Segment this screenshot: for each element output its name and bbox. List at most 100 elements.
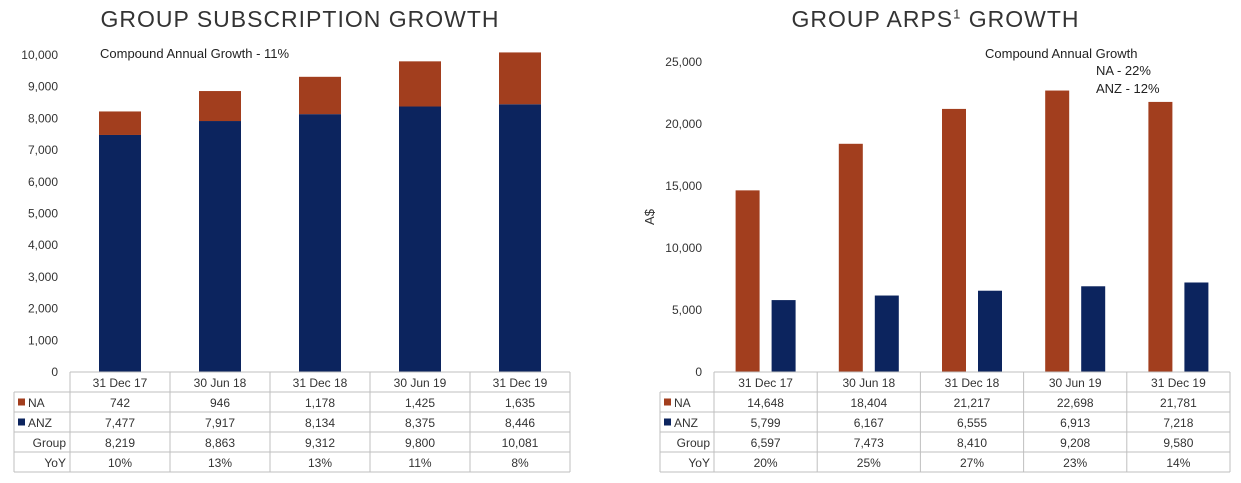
table-cell: 9,208 xyxy=(1060,436,1090,450)
y-tick-label: 10,000 xyxy=(665,241,702,255)
bar-na xyxy=(942,108,966,372)
bar-na xyxy=(838,143,863,372)
table-cell: 8,134 xyxy=(305,416,335,430)
y-axis-label: A$ xyxy=(642,208,657,225)
y-tick-label: 0 xyxy=(51,365,58,379)
arps-chart-panel: GROUP ARPS1 GROWTH 0 5,000 10,000 15,000 20,… xyxy=(630,0,1241,483)
bar-anz xyxy=(299,114,341,373)
y-tick-label: 2,000 xyxy=(28,302,58,316)
table-cell: 13% xyxy=(308,456,332,470)
arps-title-text: GROUP ARPS xyxy=(791,6,954,32)
table-cell: 5,799 xyxy=(751,416,781,430)
category-label: 30 Jun 19 xyxy=(1049,376,1102,390)
table-cell: 8,863 xyxy=(205,436,235,450)
y-tick-label: 20,000 xyxy=(665,117,702,131)
table-cell: 9,580 xyxy=(1163,436,1193,450)
category-label: 31 Dec 19 xyxy=(493,376,548,390)
table-cell: 10% xyxy=(108,456,132,470)
legend-marker xyxy=(18,398,25,406)
table-cell: 1,635 xyxy=(505,396,535,410)
bar-anz xyxy=(199,121,241,372)
category-label: 30 Jun 19 xyxy=(394,376,447,390)
growth-annotation: ANZ - 12% xyxy=(1096,81,1160,96)
table-cell: 1,425 xyxy=(405,396,435,410)
category-label: 31 Dec 18 xyxy=(945,376,1000,390)
table-cell: 21,781 xyxy=(1160,396,1197,410)
table-cell: 7,473 xyxy=(854,436,884,450)
bar-anz xyxy=(399,106,441,372)
arps-title-suffix: GROWTH xyxy=(961,6,1080,32)
y-tick-label: 6,000 xyxy=(28,175,58,189)
bar-na xyxy=(1148,101,1173,373)
row-label: NA xyxy=(28,396,45,410)
table-cell: 6,555 xyxy=(957,416,987,430)
category-label: 31 Dec 18 xyxy=(293,376,348,390)
bar-na xyxy=(199,91,241,122)
table-cell: 7,917 xyxy=(205,416,235,430)
table-cell: 21,217 xyxy=(954,396,991,410)
table-cell: 27% xyxy=(960,456,984,470)
table-cell: 8,446 xyxy=(505,416,535,430)
y-tick-label: 1,000 xyxy=(28,333,58,347)
y-tick-label: 0 xyxy=(695,365,702,379)
legend-marker xyxy=(664,398,671,406)
y-tick-label: 8,000 xyxy=(28,111,58,125)
bar-anz xyxy=(99,134,141,372)
row-label: YoY xyxy=(688,456,710,470)
y-tick-label: 9,000 xyxy=(28,80,58,94)
subscription-chart-title: GROUP SUBSCRIPTION GROWTH xyxy=(0,6,600,33)
table-cell: 6,913 xyxy=(1060,416,1090,430)
table-cell: 8% xyxy=(511,456,529,470)
table-cell: 6,167 xyxy=(854,416,884,430)
table-cell: 23% xyxy=(1063,456,1087,470)
subscription-chart-panel: GROUP SUBSCRIPTION GROWTH 0 1,000 2,000 3,0… xyxy=(0,0,600,483)
table-cell: 7,477 xyxy=(105,416,135,430)
bar-anz xyxy=(771,300,796,372)
table-cell: 946 xyxy=(210,396,230,410)
legend-marker xyxy=(18,418,25,426)
bar-anz xyxy=(1184,282,1209,372)
table-cell: 14% xyxy=(1166,456,1190,470)
table-cell: 1,178 xyxy=(305,396,335,410)
table-cell: 14,648 xyxy=(747,396,784,410)
y-tick-label: 10,000 xyxy=(21,48,58,62)
bar-anz xyxy=(1081,286,1106,372)
table-cell: 13% xyxy=(208,456,232,470)
table-cell: 11% xyxy=(408,456,431,470)
bar-anz xyxy=(978,290,1002,372)
arps-chart: 0 5,000 10,000 15,000 20,000 25,000 A$ Compound… xyxy=(642,46,1231,473)
table-cell: 25% xyxy=(857,456,881,470)
y-tick-label: 5,000 xyxy=(28,207,58,221)
category-label: 31 Dec 17 xyxy=(93,376,148,390)
table-cell: 6,597 xyxy=(751,436,781,450)
category-label: 31 Dec 17 xyxy=(738,376,793,390)
row-label: Group xyxy=(677,436,711,450)
row-label: Group xyxy=(33,436,67,450)
category-label: 30 Jun 18 xyxy=(842,376,895,390)
table-cell: 9,800 xyxy=(405,436,435,450)
table-cell: 8,375 xyxy=(405,416,435,430)
row-label: ANZ xyxy=(28,416,52,430)
category-label: 31 Dec 19 xyxy=(1151,376,1206,390)
growth-annotation: Compound Annual Growth - 11% xyxy=(100,46,290,61)
table-cell: 9,312 xyxy=(305,436,335,450)
table-cell: 8,410 xyxy=(957,436,987,450)
table-cell: 7,218 xyxy=(1163,416,1193,430)
bar-na xyxy=(1045,90,1070,372)
growth-annotation: Compound Annual Growth xyxy=(985,46,1137,61)
category-label: 30 Jun 18 xyxy=(194,376,247,390)
subscription-title-text: GROUP SUBSCRIPTION GROWTH xyxy=(100,6,500,32)
row-label: NA xyxy=(674,396,691,410)
table-cell: 8,219 xyxy=(105,436,135,450)
y-tick-label: 4,000 xyxy=(28,238,58,252)
y-tick-label: 25,000 xyxy=(665,55,702,69)
legend-marker xyxy=(664,418,671,426)
arps-title-footnote: 1 xyxy=(953,6,962,22)
bar-anz xyxy=(874,295,899,372)
bar-na xyxy=(99,111,141,135)
table-cell: 22,698 xyxy=(1057,396,1094,410)
bar-na xyxy=(399,61,441,107)
bar-na xyxy=(299,76,341,115)
row-label: ANZ xyxy=(674,416,698,430)
y-tick-label: 15,000 xyxy=(665,179,702,193)
